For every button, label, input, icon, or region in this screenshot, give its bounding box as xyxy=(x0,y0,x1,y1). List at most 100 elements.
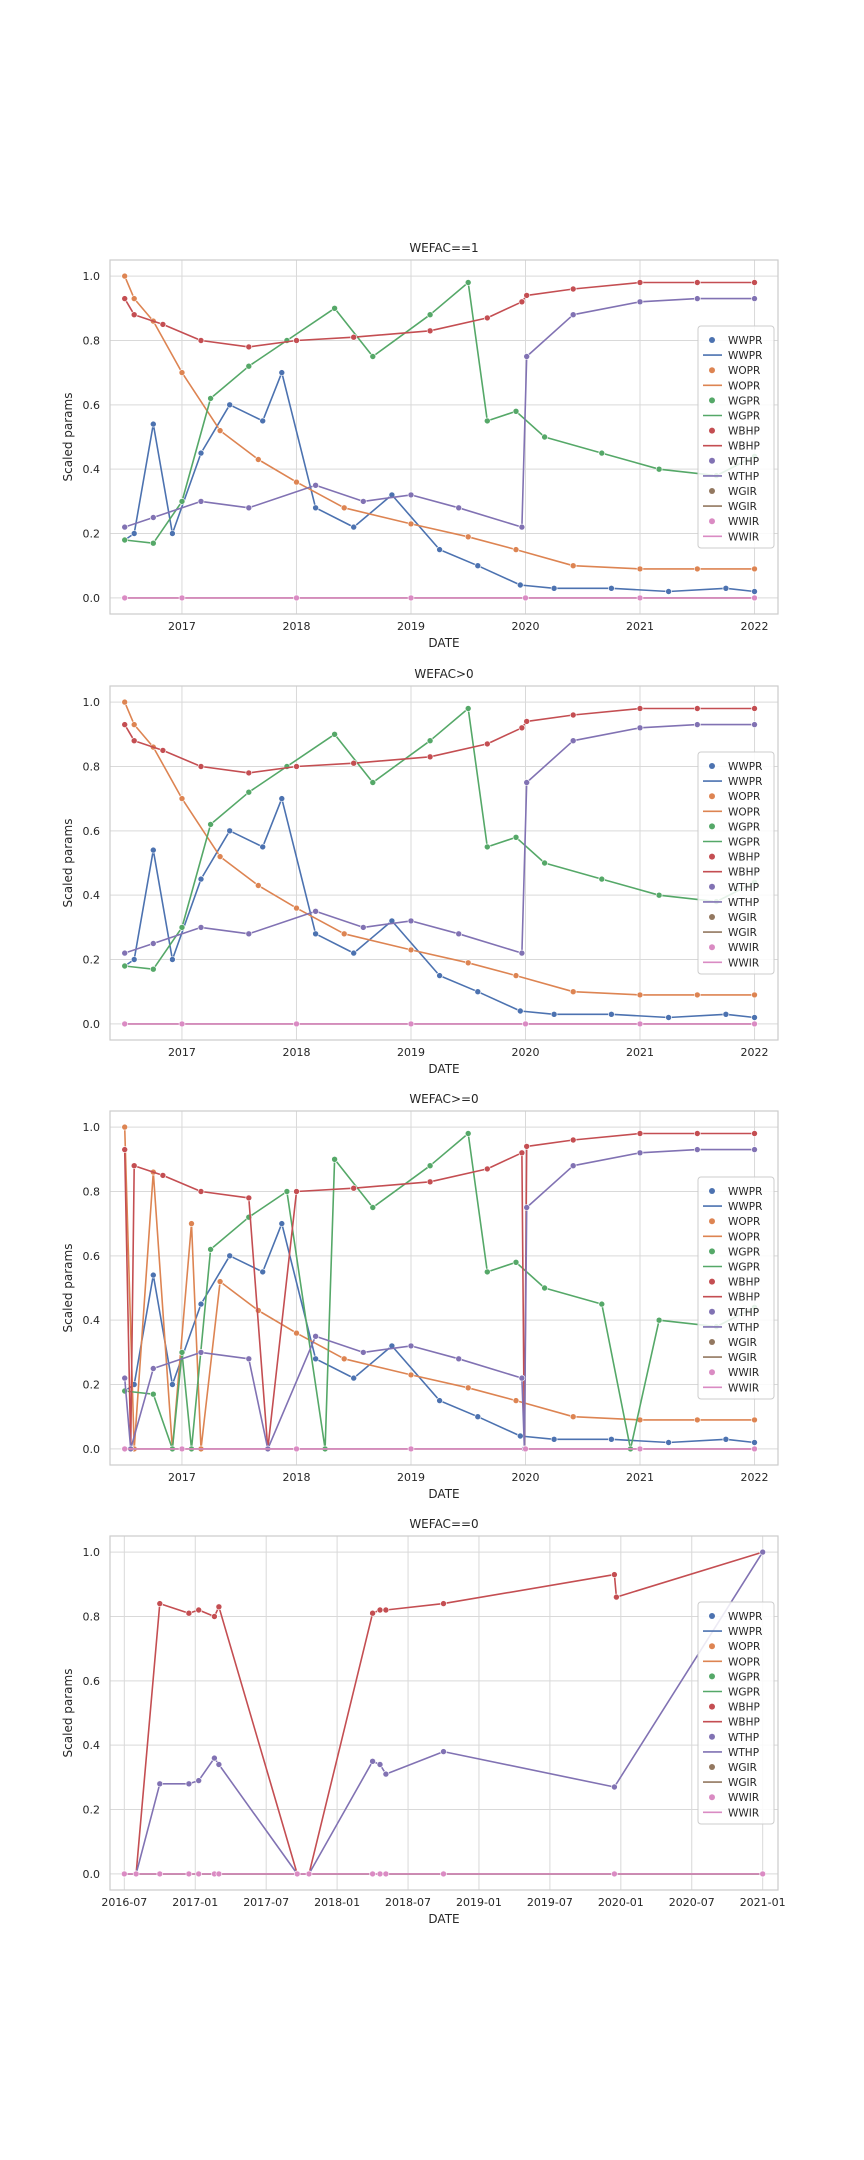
legend-label: WOPR xyxy=(728,806,760,818)
data-point xyxy=(305,1870,313,1878)
legend-label: WGIR xyxy=(728,501,757,513)
plot-area xyxy=(110,1111,778,1465)
data-point xyxy=(340,504,348,512)
data-point xyxy=(350,759,358,767)
data-point xyxy=(483,1165,491,1173)
data-point xyxy=(655,465,663,473)
legend-marker xyxy=(709,1308,715,1315)
data-point xyxy=(751,565,758,573)
legend-marker xyxy=(709,1764,715,1770)
x-tick-label: 2018 xyxy=(282,1046,310,1059)
data-point xyxy=(636,1445,644,1453)
legend-marker xyxy=(709,1733,715,1740)
y-tick-label: 1.0 xyxy=(83,1121,101,1134)
data-point xyxy=(523,353,531,360)
data-point xyxy=(312,1333,319,1340)
legend-label: WWPR xyxy=(728,1186,762,1198)
x-tick-label: 2018-01 xyxy=(314,1896,360,1909)
legend-label: WTHP xyxy=(728,1307,759,1319)
series-wgpr xyxy=(121,1130,758,1453)
data-point xyxy=(215,1603,223,1611)
data-point xyxy=(312,504,319,512)
data-point xyxy=(293,1020,300,1028)
data-point xyxy=(121,1123,128,1131)
data-point xyxy=(693,279,701,286)
legend-marker xyxy=(709,427,715,434)
data-point xyxy=(121,295,128,302)
data-point xyxy=(207,1246,214,1253)
data-point xyxy=(751,295,758,302)
data-point xyxy=(464,959,472,967)
data-point xyxy=(245,362,253,370)
series-line xyxy=(123,1132,755,1450)
data-point xyxy=(185,1870,193,1878)
x-tick-label: 2022 xyxy=(741,1046,769,1059)
data-point xyxy=(195,1777,202,1784)
data-point xyxy=(293,904,300,912)
data-point xyxy=(121,536,128,544)
data-point xyxy=(382,1606,390,1614)
legend-marker xyxy=(709,1673,715,1680)
data-point xyxy=(278,369,286,376)
data-point xyxy=(407,917,415,925)
data-point xyxy=(464,1130,472,1137)
data-point xyxy=(722,584,730,592)
data-point xyxy=(636,565,644,573)
data-point xyxy=(178,594,186,602)
data-point xyxy=(516,581,524,589)
x-tick-label: 2019-07 xyxy=(527,1896,573,1909)
data-point xyxy=(185,1609,193,1617)
data-point xyxy=(245,504,253,512)
data-point xyxy=(293,478,300,486)
x-axis-label: DATE xyxy=(428,1912,459,1926)
data-point xyxy=(636,594,644,602)
data-point xyxy=(216,427,224,434)
y-tick-label: 0.4 xyxy=(83,463,101,476)
data-point xyxy=(636,1149,644,1157)
y-tick-label: 1.0 xyxy=(83,270,101,283)
data-point xyxy=(216,853,224,860)
data-point xyxy=(150,846,157,854)
series-wwir xyxy=(121,1020,758,1028)
data-point xyxy=(751,705,758,712)
data-point xyxy=(483,1268,491,1276)
data-point xyxy=(340,1355,348,1363)
y-axis-label: Scaled params xyxy=(61,1244,75,1333)
x-tick-label: 2016-07 xyxy=(101,1896,147,1909)
series-wwpr xyxy=(121,369,758,595)
data-point xyxy=(359,498,367,505)
x-axis-label: DATE xyxy=(428,1487,459,1501)
data-point xyxy=(130,295,138,302)
data-point xyxy=(121,1020,128,1028)
plot-frame xyxy=(109,1110,779,1466)
legend-label: WWIR xyxy=(728,1792,759,1804)
legend-marker xyxy=(709,367,715,374)
data-point xyxy=(207,821,214,828)
chart-title: WEFAC>0 xyxy=(414,667,473,681)
data-point xyxy=(407,946,415,954)
legend-label: WBHP xyxy=(728,426,760,438)
data-point xyxy=(518,724,526,732)
data-point xyxy=(751,1014,758,1021)
data-point xyxy=(178,1445,186,1453)
data-point xyxy=(121,523,128,531)
data-point xyxy=(759,1548,767,1556)
data-point xyxy=(350,1374,358,1382)
y-axis-label: Scaled params xyxy=(61,1669,75,1758)
legend-label: WWPR xyxy=(728,1201,762,1213)
data-point xyxy=(665,1014,672,1021)
y-tick-label: 0.0 xyxy=(83,592,101,605)
legend-label: WBHP xyxy=(728,867,760,879)
y-tick-label: 0.6 xyxy=(83,1675,101,1688)
data-point xyxy=(569,711,577,719)
data-point xyxy=(474,988,482,996)
data-point xyxy=(523,1143,531,1150)
data-point xyxy=(350,523,358,531)
data-point xyxy=(426,753,434,761)
y-tick-label: 1.0 xyxy=(83,1546,101,1559)
y-tick-label: 0.8 xyxy=(83,1610,101,1623)
series-wthp xyxy=(121,295,758,531)
data-point xyxy=(522,1445,529,1453)
data-point xyxy=(569,737,577,745)
legend-label: WWPR xyxy=(728,761,762,773)
